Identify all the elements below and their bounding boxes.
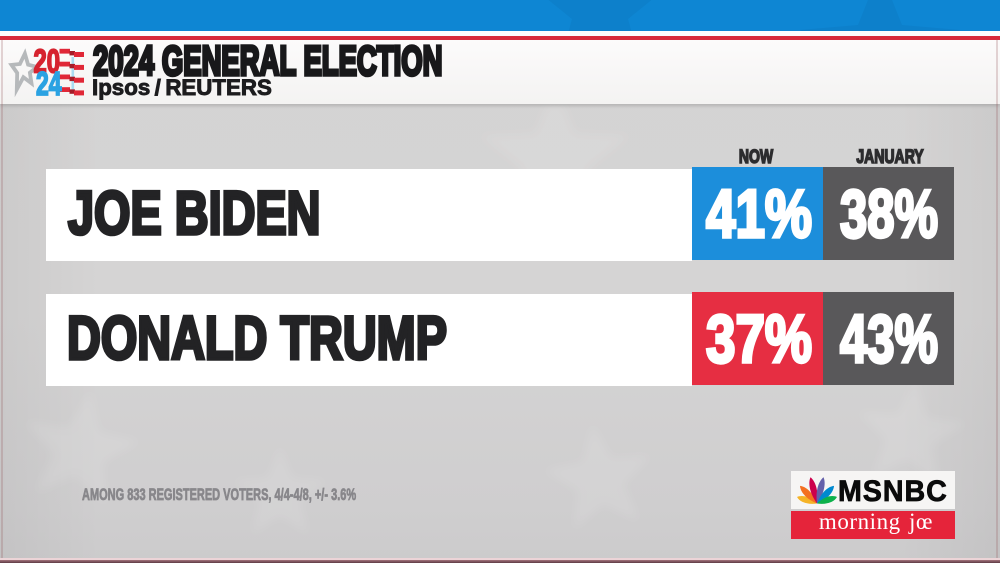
- svg-text:24: 24: [36, 65, 62, 102]
- svg-text:20: 20: [34, 43, 61, 80]
